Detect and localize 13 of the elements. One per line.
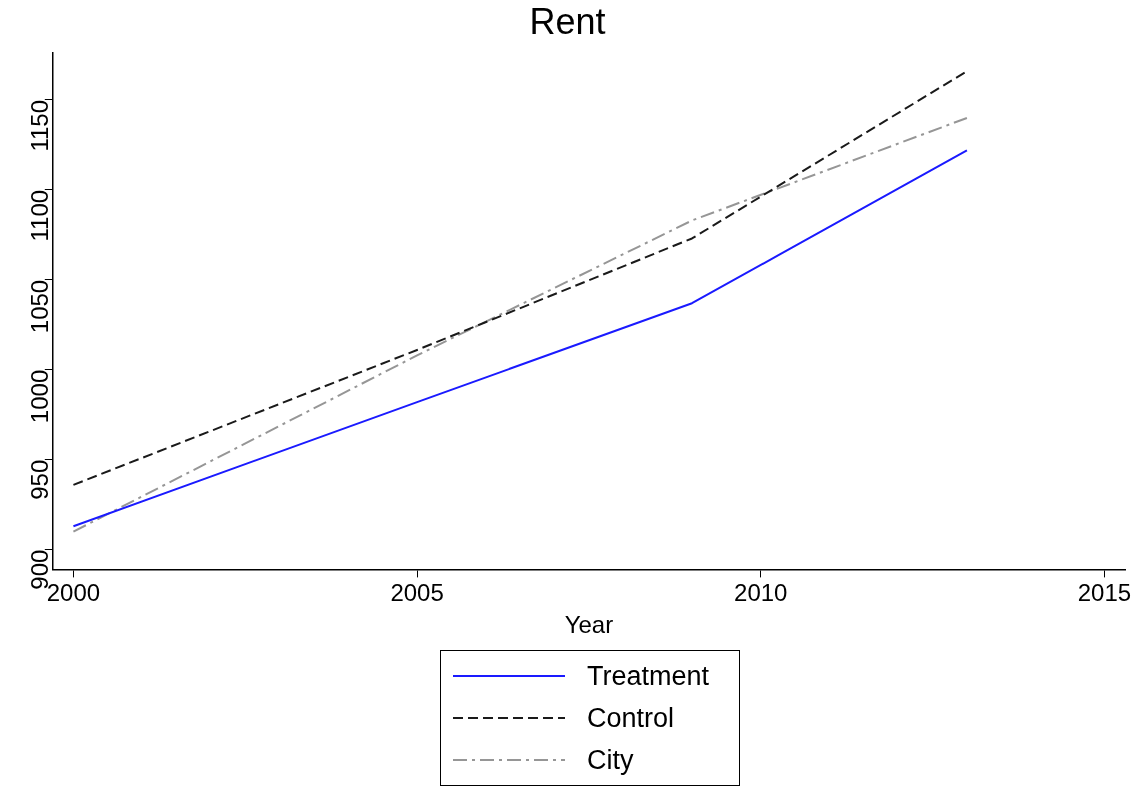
y-tick-label: 950 <box>26 459 54 500</box>
x-tick-label: 2015 <box>1077 579 1132 607</box>
y-tick-label: 1150 <box>26 99 54 152</box>
x-axis-title: Year <box>564 611 614 639</box>
y-tick-label: 1000 <box>26 369 54 424</box>
legend-label: Control <box>587 702 675 734</box>
x-tick-label: 2010 <box>734 579 788 607</box>
chart-title: Rent <box>529 0 606 42</box>
legend-label: City <box>587 744 634 776</box>
y-tick-label: 1100 <box>26 189 54 242</box>
y-tick-label: 1050 <box>26 279 54 334</box>
legend-label: Treatment <box>587 660 710 692</box>
x-tick-label: 2005 <box>390 579 444 607</box>
